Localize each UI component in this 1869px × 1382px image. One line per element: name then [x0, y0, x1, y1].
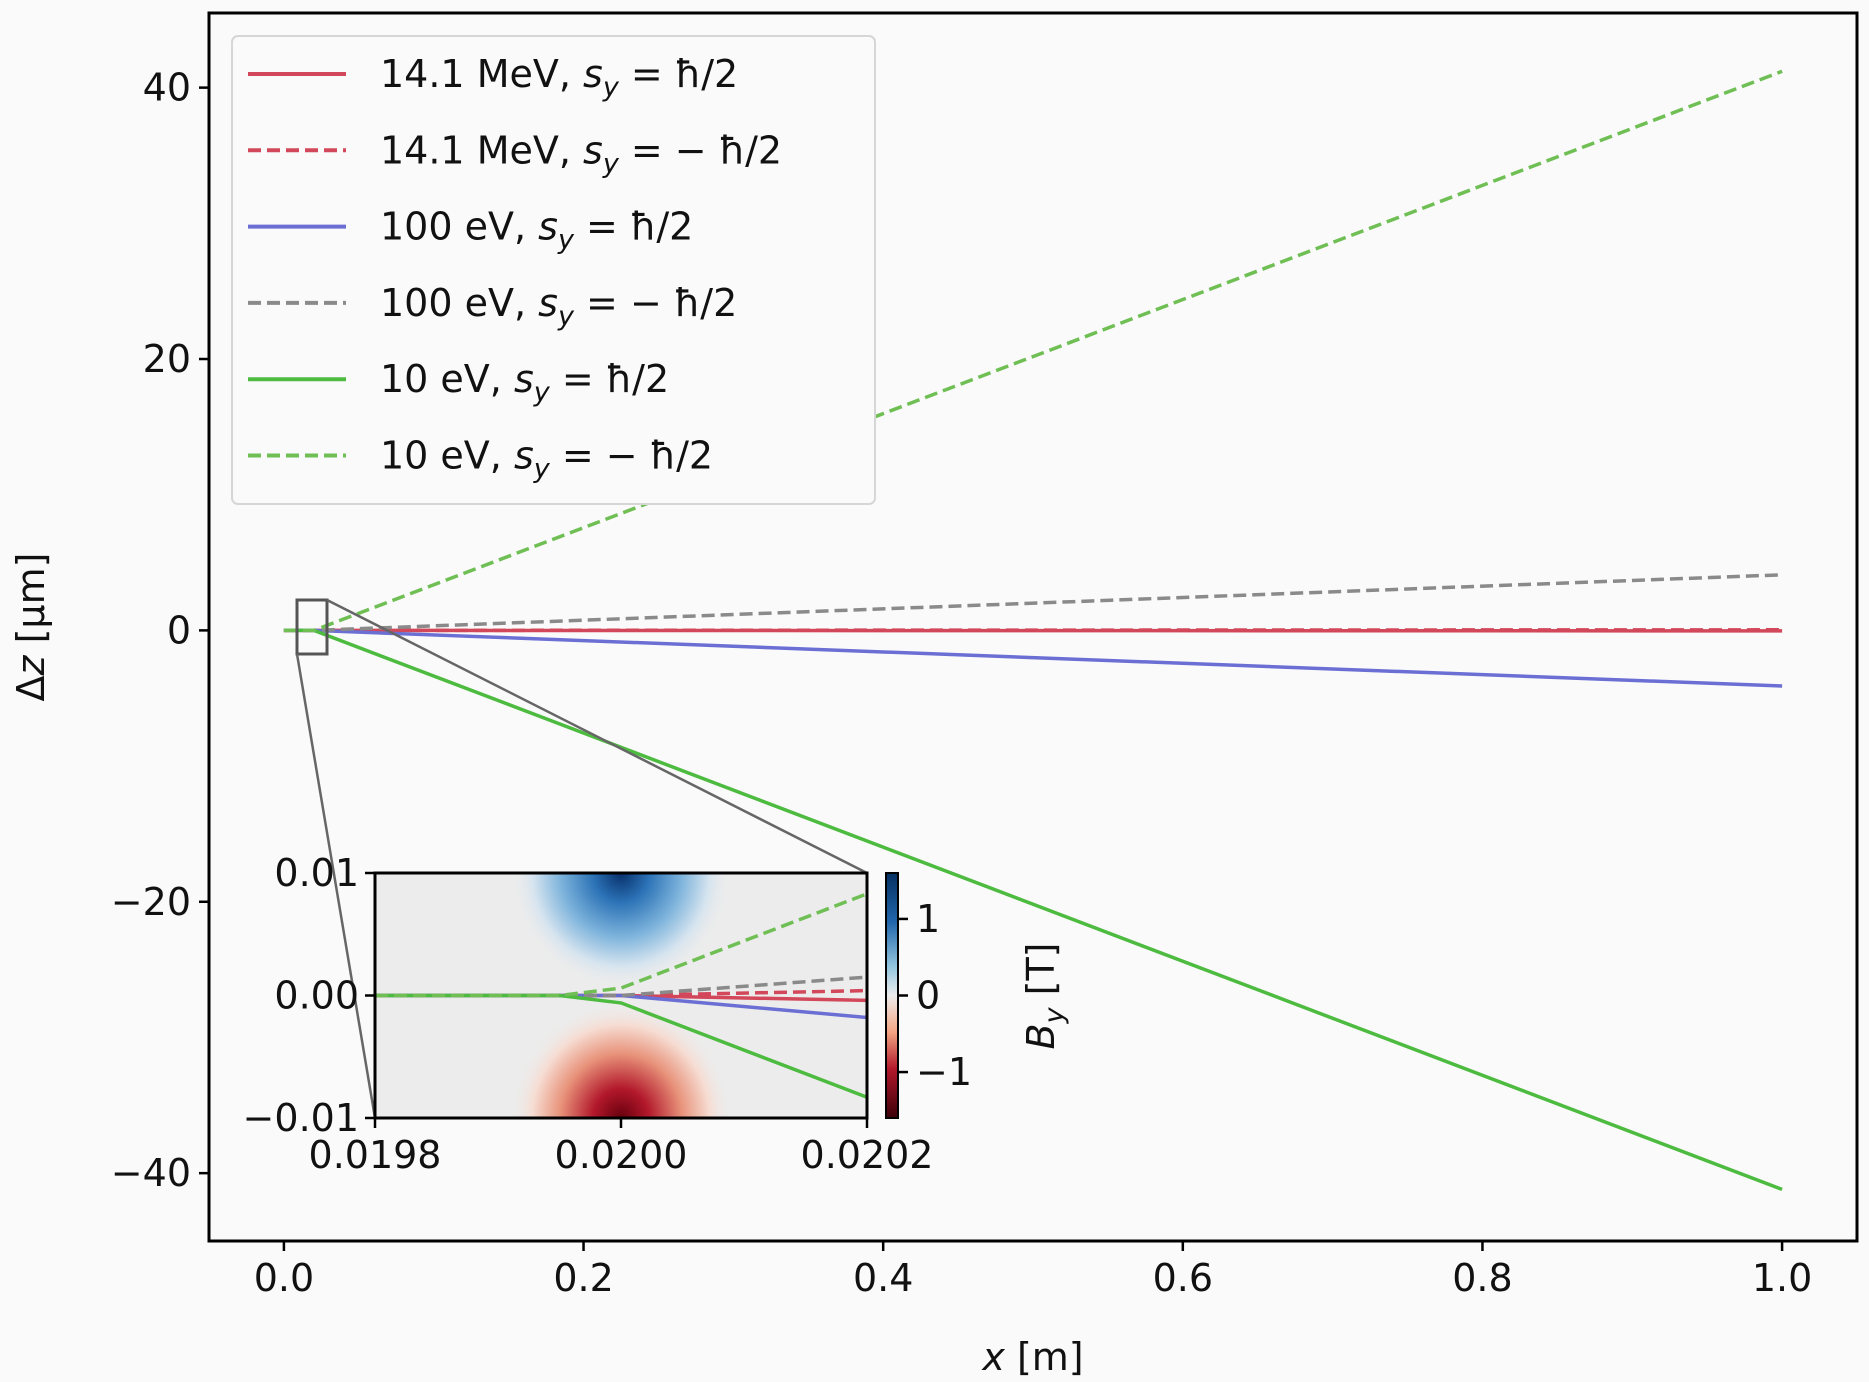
- x-tick-label: 0.8: [1452, 1256, 1512, 1300]
- x-tick-label: 0.6: [1153, 1256, 1213, 1300]
- inset-field-negative: [510, 1001, 732, 1118]
- inset-x-tick-label: 0.0198: [309, 1133, 442, 1177]
- zoom-box: [295, 598, 329, 656]
- y-axis-ticks: 40 20 0 −20 −40: [111, 66, 209, 1195]
- inset-series-group: [375, 892, 867, 1099]
- y-tick-label: 40: [143, 66, 191, 110]
- zoom-connector-bottom: [295, 653, 377, 1119]
- inset-x-ticks: 0.0198 0.0200 0.0202: [309, 1118, 934, 1177]
- legend-label: 100 eV, sy = − ħ/2: [380, 281, 737, 332]
- y-tick-label: 20: [143, 337, 191, 381]
- inset-y-ticks: 0.01 0.00 −0.01: [243, 851, 375, 1140]
- colorbar-tick-label: 1: [916, 897, 940, 941]
- x-tick-label: 0.2: [553, 1256, 613, 1300]
- x-axis-label: x [m]: [981, 1335, 1083, 1379]
- colorbar-tick-label: −1: [916, 1050, 972, 1094]
- colorbar-label: By [T]: [1019, 942, 1070, 1049]
- series-line-5: [283, 69, 1783, 633]
- inset: 0.0198 0.0200 0.0202 0.01 0.00 −0.01 1 0 −1 By…: [243, 851, 1070, 1177]
- x-axis-ticks: 0.0 0.2 0.4 0.6 0.8 1.0: [254, 1241, 1812, 1300]
- legend: 14.1 MeV, sy = ħ/2 14.1 MeV, sy = − ħ/2 10…: [231, 35, 876, 505]
- y-tick-label: −40: [111, 1151, 191, 1195]
- main-series-group: [283, 69, 1783, 1192]
- inset-y-tick-label: 0.00: [274, 974, 359, 1018]
- inset-field-positive: [510, 873, 732, 990]
- y-axis-label: Δz [µm]: [9, 553, 53, 702]
- inset-series-line-4: [375, 993, 867, 1099]
- y-tick-label: −20: [111, 880, 191, 924]
- legend-label: 14.1 MeV, sy = − ħ/2: [380, 128, 782, 179]
- x-tick-label: 0.0: [254, 1256, 314, 1300]
- x-tick-label: 1.0: [1752, 1256, 1812, 1300]
- colorbar: [885, 872, 899, 1119]
- x-tick-label: 0.4: [853, 1256, 913, 1300]
- legend-label: 100 eV, sy = ħ/2: [380, 205, 693, 256]
- colorbar-tick-label: 0: [916, 974, 940, 1018]
- y-tick-label: 0: [167, 608, 191, 652]
- inset-x-tick-label: 0.0200: [555, 1133, 688, 1177]
- inset-y-tick-label: −0.01: [243, 1096, 359, 1140]
- colorbar-ticks: 1 0 −1: [898, 897, 972, 1094]
- legend-label: 14.1 MeV, sy = ħ/2: [380, 52, 738, 103]
- inset-y-tick-label: 0.01: [274, 851, 359, 895]
- zoom-connector-top: [326, 598, 868, 875]
- inset-x-tick-label: 0.0202: [801, 1133, 934, 1177]
- legend-label: 10 eV, sy = ħ/2: [380, 357, 669, 408]
- inset-series-line-5: [375, 892, 867, 998]
- legend-box: [231, 35, 876, 505]
- legend-label: 10 eV, sy = − ħ/2: [380, 434, 713, 485]
